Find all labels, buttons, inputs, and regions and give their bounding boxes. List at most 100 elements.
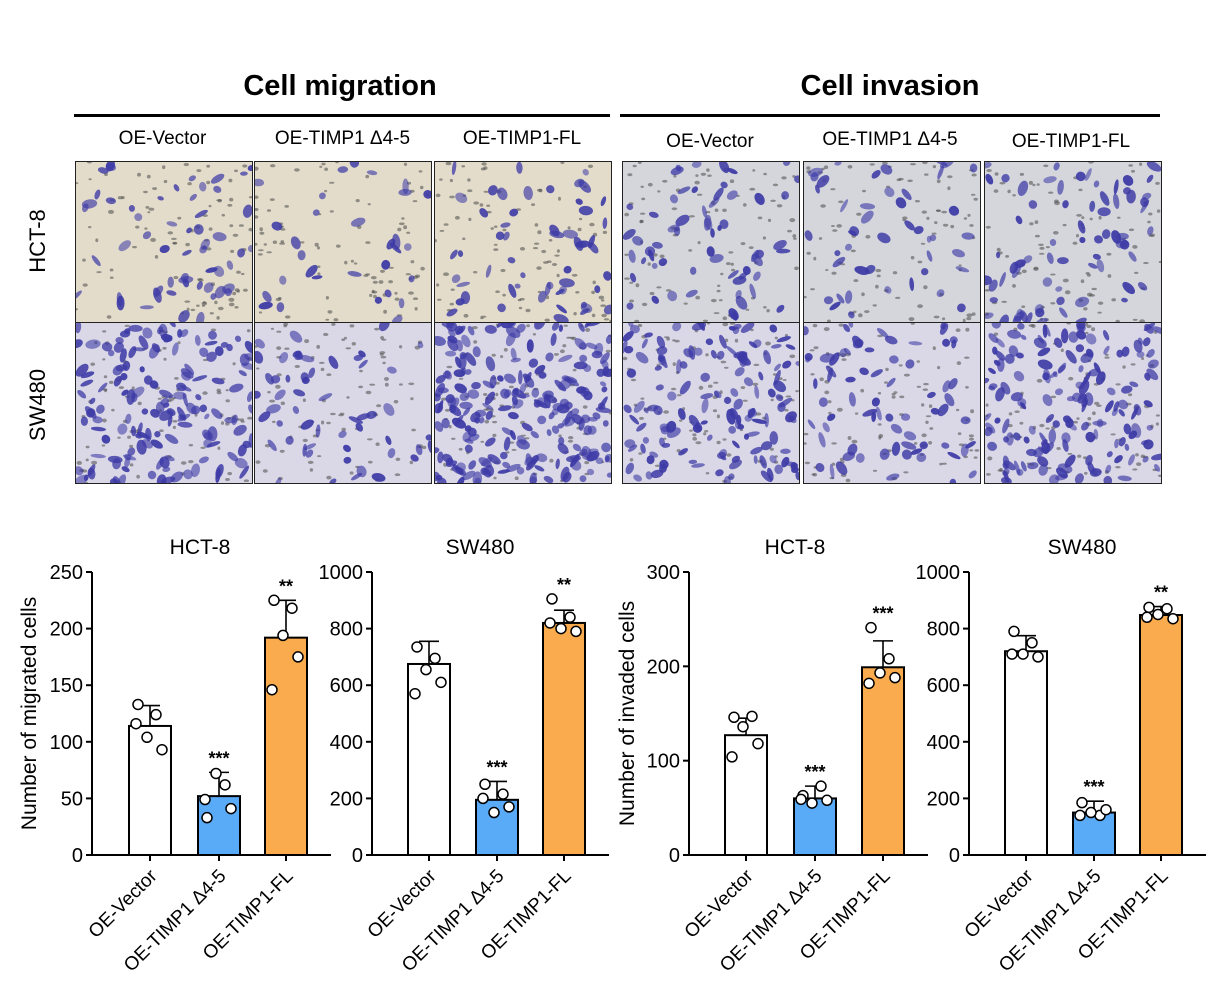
y-tick-label: 300 [647,562,680,584]
y-tick-label: 1000 [916,562,961,584]
data-point [488,806,500,819]
micrograph-sw480-invasion-delta [803,322,981,484]
invasion-title: Cell invasion [800,70,980,102]
data-point [210,767,222,780]
data-point [726,751,738,763]
data-point [150,708,162,721]
data-point [141,731,153,744]
invasion-rule [620,114,1160,117]
chart-title: HCT-8 [170,536,231,559]
data-point [156,743,168,756]
data-point [1008,625,1020,638]
data-point [863,677,875,690]
chart-title: HCT-8 [765,536,826,559]
data-point [1074,809,1086,822]
data-point [1100,803,1112,816]
data-point [546,593,558,605]
data-point [570,625,582,638]
y-tick-label: 250 [50,562,83,584]
data-point [1032,651,1044,663]
col-label-invasion-fl: OE-TIMP1-FL [1011,131,1131,152]
micrograph-hct8-invasion-fl [984,161,1162,323]
data-point [429,652,441,665]
micrograph-sw480-invasion-fl [984,322,1162,484]
data-point [795,793,807,806]
data-point [1017,648,1029,660]
data-point [268,594,280,607]
data-point [409,687,421,700]
chart-title: SW480 [446,536,515,559]
bar [861,666,905,856]
micrograph-sw480-invasion-vector [622,322,800,484]
y-tick-label: 150 [50,675,83,697]
col-label-migration-fl: OE-TIMP1-FL [462,128,582,149]
data-point [865,621,877,634]
data-point [544,617,556,629]
data-point [889,671,901,684]
data-point [1026,637,1038,649]
y-tick-label: 0 [72,845,83,867]
data-point [737,720,749,733]
y-tick-label: 200 [647,656,680,678]
micrograph-sw480-migration-fl [434,322,612,484]
data-point [1152,608,1164,621]
data-point [883,653,895,665]
data-point [266,683,278,696]
data-point [1161,603,1173,615]
data-point [821,794,833,807]
data-point [728,711,740,724]
data-point [815,780,827,792]
data-point [479,778,491,790]
micrograph-hct8-invasion-vector [622,161,800,323]
migration-title: Cell migration [243,70,437,102]
significance-label: ** [1154,583,1168,603]
y-axis-label: Number of invaded cells [616,601,639,826]
bar [542,621,586,856]
data-point [1143,601,1155,614]
data-point [746,710,758,723]
significance-label: *** [486,757,507,777]
data-point [564,611,576,624]
significance-label: *** [804,762,825,782]
y-tick-label: 200 [50,619,83,641]
y-tick-label: 100 [50,732,83,754]
data-point [199,793,211,806]
data-point [503,801,515,813]
data-point [225,802,237,815]
data-point [477,792,489,805]
micrograph-hct8-invasion-delta [803,161,981,323]
y-tick-label: 100 [647,751,680,773]
y-tick-label: 50 [61,788,83,810]
micrograph-hct8-migration-fl [434,161,612,323]
data-point [497,788,509,800]
col-label-invasion-vector: OE-Vector [666,131,754,152]
data-point [1076,796,1088,809]
significance-label: *** [208,748,229,768]
data-point [201,811,213,824]
data-point [435,676,447,689]
y-tick-label: 600 [330,675,363,697]
y-tick-label: 400 [330,732,363,754]
data-point [806,797,818,809]
data-point [1141,611,1153,624]
significance-label: ** [557,575,571,595]
y-axis-label: Number of migrated cells [18,597,41,830]
y-tick-label: 800 [927,619,960,641]
data-point [1006,648,1018,660]
data-point [411,641,423,653]
y-tick-label: 1000 [319,562,364,584]
col-label-migration-vector: OE-Vector [118,128,207,149]
col-label-migration-delta: OE-TIMP1 Δ4-5 [274,128,411,149]
significance-label: *** [872,604,893,624]
data-point [219,779,231,791]
micrograph-sw480-migration-delta [254,322,432,484]
y-tick-label: 600 [927,675,960,697]
y-tick-label: 0 [669,845,680,867]
y-tick-label: 200 [927,788,960,810]
data-point [420,663,432,676]
data-point [130,717,142,730]
micrograph-hct8-migration-delta [254,161,432,323]
micrograph-sw480-migration-vector [75,322,253,484]
bar [1004,650,1048,856]
